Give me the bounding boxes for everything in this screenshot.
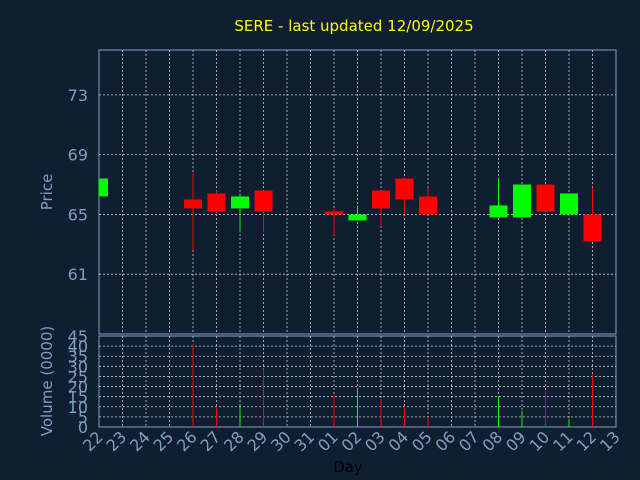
- candle: [325, 208, 343, 236]
- candle-body: [395, 178, 414, 200]
- candle-body: [99, 178, 108, 197]
- price-tick-label: 73: [68, 86, 88, 105]
- volume-axis-label: Volume (0000): [38, 326, 56, 436]
- price-tick-label: 69: [68, 146, 88, 165]
- price-tick-label: 65: [68, 205, 88, 224]
- candle: [536, 184, 555, 212]
- candle-body: [372, 190, 390, 209]
- candle: [583, 187, 602, 242]
- candle-body: [325, 211, 343, 215]
- candle: [98, 178, 108, 197]
- candle: [348, 205, 367, 221]
- candle: [254, 190, 273, 233]
- candle: [489, 178, 508, 218]
- candle-body: [419, 196, 437, 215]
- price-panel: 61 65 69 73: [68, 49, 617, 335]
- candle: [184, 172, 202, 251]
- candle: [372, 190, 390, 227]
- volume-tick-label: 25: [68, 367, 88, 386]
- candle-body: [348, 214, 367, 221]
- chart-title: SERE - last updated 12/09/2025: [234, 17, 473, 35]
- volume-tick-label: 40: [68, 337, 88, 356]
- candle-body: [560, 193, 578, 215]
- candle-body: [583, 214, 602, 242]
- price-tick-label: 61: [68, 265, 88, 284]
- volume-tick-label: 5: [78, 408, 88, 427]
- volume-tick-label: 30: [68, 357, 88, 376]
- x-axis-ticks: 2223242526272829303101020304050607080910…: [79, 427, 624, 455]
- candle: [207, 190, 226, 215]
- volume-tick-label: 10: [68, 398, 88, 417]
- price-axis-label: Price: [38, 174, 56, 211]
- candle: [560, 193, 578, 215]
- volume-tick-label: 0: [78, 418, 88, 437]
- candle-body: [184, 199, 202, 209]
- candle-body: [231, 196, 249, 209]
- volume-tick-label: 45: [68, 327, 88, 346]
- volume-tick-label: 15: [68, 388, 88, 407]
- candle-body: [513, 184, 531, 218]
- candle-body: [207, 193, 226, 212]
- candle: [395, 178, 414, 215]
- candle-body: [536, 184, 555, 212]
- x-axis-label: Day: [333, 458, 363, 476]
- candle: [231, 193, 249, 233]
- candle: [513, 184, 531, 218]
- candle: [419, 187, 437, 215]
- volume-tick-label: 35: [68, 347, 88, 366]
- candle-body: [489, 205, 508, 218]
- candle-body: [254, 190, 273, 212]
- volume-tick-label: 20: [68, 378, 88, 397]
